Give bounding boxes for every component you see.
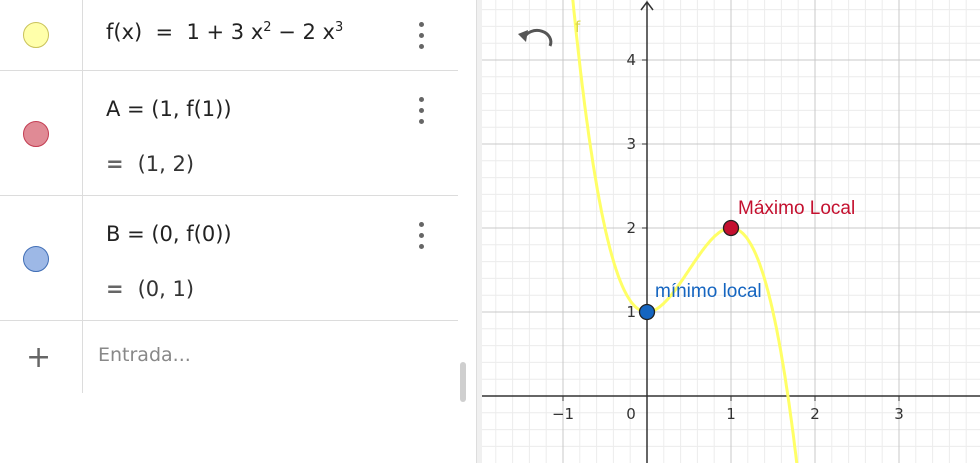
graph-canvas[interactable]: −1 0 1 2 3 1 2 3 4 f Máximo Local mínimo local <box>482 0 980 467</box>
function-definition[interactable]: f(x) = 1 + 3 x2 − 2 x3 <box>106 20 344 44</box>
add-cell <box>0 321 83 393</box>
x-tick-label: −1 <box>552 405 574 423</box>
input-bar[interactable]: Entrada... <box>98 344 191 366</box>
point-A-definition[interactable]: A = (1, f(1)) <box>106 97 232 121</box>
y-tick-label: 2 <box>626 219 636 237</box>
more-options-icon[interactable] <box>414 222 430 250</box>
visibility-cell <box>0 196 83 320</box>
y-tick-label: 4 <box>626 51 636 69</box>
point-B[interactable] <box>638 303 656 321</box>
visibility-toggle-A[interactable] <box>23 121 49 147</box>
graphics-view[interactable]: −1 0 1 2 3 1 2 3 4 f Máximo Local mínimo local <box>482 0 980 467</box>
point-A-label: Máximo Local <box>738 198 855 219</box>
function-curve-f[interactable] <box>571 0 799 467</box>
more-options-icon[interactable] <box>414 22 430 50</box>
visibility-toggle-f[interactable] <box>23 22 49 48</box>
point-B-definition[interactable]: B = (0, f(0)) <box>106 222 232 246</box>
visibility-cell <box>0 70 83 195</box>
point-B-value: = (0, 1) <box>106 277 195 301</box>
y-tick-label: 3 <box>626 135 636 153</box>
y-tick-label: 1 <box>626 303 636 321</box>
algebra-view: f(x) = 1 + 3 x2 − 2 x3 A = (1, f(1)) = (1… <box>0 0 476 463</box>
panel-divider[interactable] <box>476 0 482 463</box>
algebra-row-A[interactable]: A = (1, f(1)) = (1, 2) <box>0 70 458 196</box>
visibility-cell <box>0 0 83 70</box>
algebra-row-B[interactable]: B = (0, f(0)) = (0, 1) <box>0 196 458 321</box>
x-tick-label: 2 <box>810 405 820 423</box>
more-options-icon[interactable] <box>414 97 430 125</box>
scrollbar-handle[interactable] <box>460 362 466 402</box>
x-tick-label: 0 <box>626 405 636 423</box>
undo-icon[interactable] <box>518 28 553 47</box>
point-A[interactable] <box>722 219 740 237</box>
algebra-input-row[interactable] <box>0 321 458 393</box>
plus-icon[interactable]: + <box>26 340 52 375</box>
y-axis-arrow <box>640 0 654 11</box>
point-A-value: = (1, 2) <box>106 152 195 176</box>
visibility-toggle-B[interactable] <box>23 246 49 272</box>
point-B-label: mínimo local <box>655 281 762 302</box>
x-tick-label: 1 <box>726 405 736 423</box>
x-tick-label: 3 <box>894 405 904 423</box>
curve-label-f: f <box>575 18 581 36</box>
algebra-row-f[interactable]: f(x) = 1 + 3 x2 − 2 x3 <box>0 0 458 71</box>
